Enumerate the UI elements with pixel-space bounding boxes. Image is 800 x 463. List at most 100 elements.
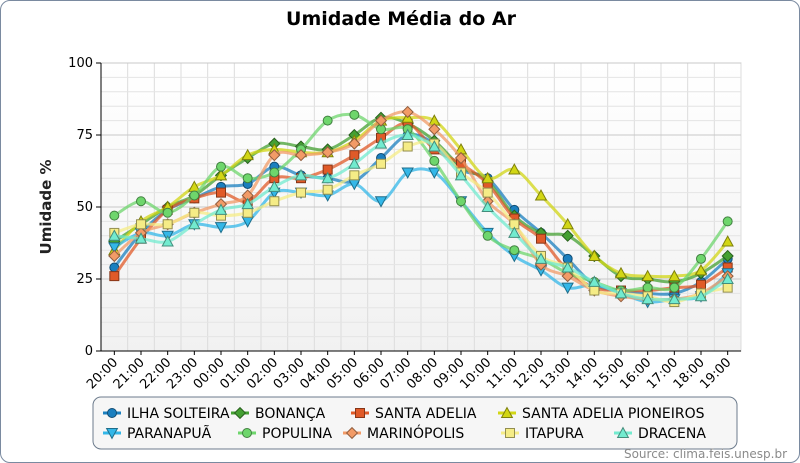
data-point[interactable] [216, 161, 226, 172]
data-point[interactable] [376, 158, 386, 169]
legend-item[interactable]: SANTA ADELIA [351, 406, 477, 422]
data-point[interactable] [188, 217, 201, 230]
data-point[interactable] [588, 249, 601, 261]
legend-item[interactable]: DRACENA [614, 426, 706, 442]
data-point[interactable] [108, 242, 121, 254]
data-point[interactable] [349, 109, 360, 120]
data-point[interactable] [614, 286, 628, 299]
data-point[interactable] [482, 187, 493, 198]
data-point[interactable] [402, 141, 413, 152]
data-point[interactable] [482, 230, 493, 241]
data-point[interactable] [696, 253, 706, 264]
data-point[interactable] [722, 282, 733, 293]
data-point[interactable] [374, 196, 388, 208]
data-point[interactable] [242, 173, 253, 184]
data-point[interactable] [162, 207, 173, 218]
data-point[interactable] [241, 197, 254, 210]
data-point[interactable] [668, 269, 681, 282]
data-point[interactable] [216, 187, 226, 198]
data-point[interactable] [242, 207, 253, 218]
data-point[interactable] [534, 189, 548, 201]
data-point[interactable] [721, 272, 734, 284]
data-point[interactable] [214, 203, 228, 215]
legend-marker[interactable] [107, 408, 117, 418]
data-point[interactable] [348, 137, 361, 150]
legend-marker[interactable] [105, 428, 119, 440]
data-point[interactable] [561, 261, 574, 273]
data-point[interactable] [294, 149, 308, 162]
data-point[interactable] [561, 229, 574, 242]
data-point[interactable] [161, 235, 174, 247]
data-point[interactable] [134, 232, 148, 244]
legend-marker[interactable] [500, 406, 514, 418]
data-point[interactable] [269, 196, 280, 207]
data-point[interactable] [454, 151, 468, 165]
data-point[interactable] [508, 163, 521, 175]
data-point[interactable] [694, 263, 708, 276]
data-point[interactable] [614, 266, 628, 279]
data-point[interactable] [374, 114, 388, 127]
data-point[interactable] [508, 226, 521, 238]
data-point[interactable] [322, 115, 333, 126]
legend-item[interactable]: PARANAPUÃ [103, 425, 212, 442]
data-point[interactable] [428, 140, 441, 152]
data-point[interactable] [456, 196, 466, 207]
data-point[interactable] [668, 292, 681, 305]
data-point[interactable] [642, 282, 653, 293]
legend-item[interactable]: ILHA SOLTEIRA [103, 406, 230, 422]
legend-marker[interactable] [616, 426, 630, 438]
data-point[interactable] [561, 270, 574, 283]
data-point[interactable] [641, 292, 654, 305]
data-point[interactable] [136, 219, 146, 230]
data-point[interactable] [721, 235, 734, 247]
data-point[interactable] [109, 210, 120, 221]
data-point[interactable] [641, 269, 654, 282]
data-point[interactable] [721, 249, 734, 263]
data-point[interactable] [374, 137, 388, 149]
data-point[interactable] [294, 168, 308, 181]
data-point[interactable] [349, 170, 360, 181]
data-point[interactable] [189, 207, 200, 218]
data-point[interactable] [401, 105, 414, 119]
data-point[interactable] [162, 219, 173, 230]
data-point[interactable] [108, 229, 121, 241]
data-point[interactable] [509, 245, 520, 256]
data-point[interactable] [268, 149, 281, 162]
legend-item[interactable]: POPULINA [238, 426, 333, 442]
data-point[interactable] [694, 289, 708, 302]
data-point[interactable] [296, 187, 306, 198]
data-point[interactable] [588, 275, 601, 287]
source-credit[interactable]: Source: clima.feis.unesp.br [624, 447, 787, 461]
data-point[interactable] [321, 171, 334, 184]
data-point[interactable] [561, 282, 574, 295]
legend-marker[interactable] [345, 426, 359, 440]
data-point[interactable] [322, 184, 333, 195]
data-point[interactable] [589, 285, 600, 296]
legend-item[interactable]: MARINÓPOLIS [343, 424, 464, 442]
data-point[interactable] [401, 167, 414, 179]
data-point[interactable] [321, 146, 334, 159]
data-point[interactable] [429, 155, 440, 166]
data-point[interactable] [241, 148, 254, 161]
legend-marker[interactable] [233, 406, 247, 420]
data-point[interactable] [214, 222, 228, 234]
data-point[interactable] [268, 180, 281, 192]
data-point[interactable] [561, 217, 574, 230]
legend-item[interactable]: ITAPURA [501, 426, 584, 442]
data-point[interactable] [189, 190, 200, 201]
data-point[interactable] [428, 123, 441, 136]
legend-item[interactable]: SANTA ADELIA PIONEIROS [498, 406, 705, 422]
legend-marker[interactable] [242, 428, 252, 438]
legend-marker[interactable] [505, 428, 515, 438]
data-point[interactable] [481, 200, 494, 212]
data-point[interactable] [454, 168, 468, 181]
data-point[interactable] [669, 282, 680, 293]
data-point[interactable] [348, 157, 361, 169]
legend-item[interactable]: BONANÇA [231, 406, 326, 422]
data-point[interactable] [534, 252, 548, 264]
data-point[interactable] [214, 168, 228, 181]
legend-marker[interactable] [355, 408, 365, 418]
data-point[interactable] [536, 233, 546, 244]
data-point[interactable] [109, 271, 120, 282]
data-point[interactable] [269, 167, 280, 178]
